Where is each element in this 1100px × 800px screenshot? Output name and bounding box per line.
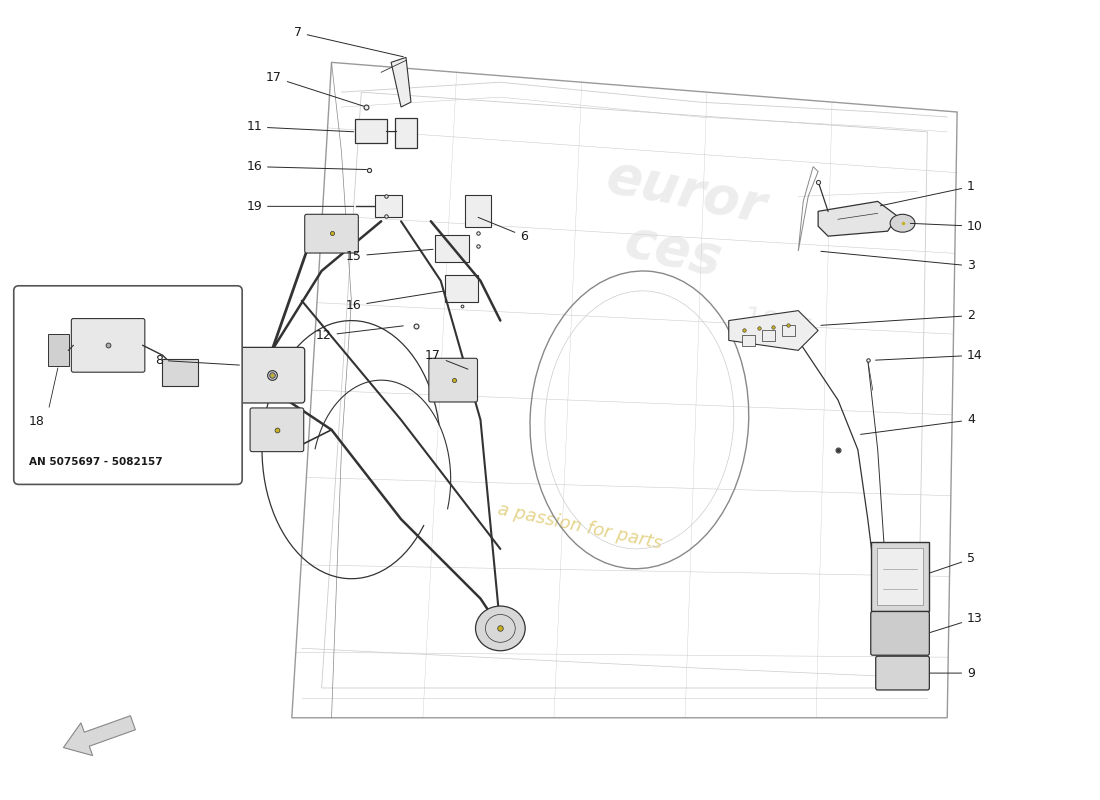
Text: 3: 3	[821, 251, 975, 273]
FancyBboxPatch shape	[742, 335, 755, 346]
Text: euror
ces: euror ces	[588, 150, 770, 293]
Text: 7: 7	[294, 26, 404, 57]
Text: 9: 9	[931, 666, 975, 679]
Text: 13: 13	[930, 612, 982, 633]
Text: 1985: 1985	[741, 304, 816, 346]
Text: AN 5075697 - 5082157: AN 5075697 - 5082157	[29, 457, 163, 466]
Text: 18: 18	[29, 415, 44, 428]
Text: 10: 10	[911, 220, 983, 233]
FancyBboxPatch shape	[47, 334, 69, 366]
FancyBboxPatch shape	[782, 325, 795, 336]
Polygon shape	[728, 310, 818, 350]
Text: 15: 15	[345, 250, 433, 262]
Text: 12: 12	[316, 326, 404, 342]
Text: 2: 2	[821, 309, 975, 326]
Text: 6: 6	[478, 218, 528, 242]
Text: 16: 16	[345, 291, 443, 312]
Text: 5: 5	[930, 552, 975, 573]
FancyBboxPatch shape	[429, 358, 477, 402]
FancyBboxPatch shape	[877, 548, 923, 605]
FancyBboxPatch shape	[395, 118, 417, 148]
FancyBboxPatch shape	[14, 286, 242, 485]
Text: 19: 19	[246, 200, 353, 213]
FancyBboxPatch shape	[250, 408, 304, 452]
FancyBboxPatch shape	[162, 359, 198, 386]
FancyBboxPatch shape	[871, 611, 930, 655]
FancyBboxPatch shape	[434, 235, 469, 262]
FancyBboxPatch shape	[876, 656, 930, 690]
Text: 17: 17	[425, 349, 468, 369]
Text: 11: 11	[246, 121, 353, 134]
FancyBboxPatch shape	[375, 195, 402, 218]
Polygon shape	[392, 58, 411, 107]
FancyBboxPatch shape	[305, 214, 359, 253]
FancyBboxPatch shape	[72, 318, 145, 372]
Ellipse shape	[890, 214, 915, 232]
Text: 17: 17	[266, 70, 364, 106]
Text: 8: 8	[155, 354, 240, 366]
Ellipse shape	[475, 606, 525, 650]
Text: 1: 1	[880, 180, 975, 206]
FancyBboxPatch shape	[355, 119, 387, 142]
FancyBboxPatch shape	[762, 330, 774, 341]
Text: a passion for parts: a passion for parts	[496, 501, 663, 553]
Polygon shape	[818, 202, 898, 236]
Text: 16: 16	[246, 160, 366, 173]
FancyBboxPatch shape	[444, 275, 478, 302]
FancyBboxPatch shape	[871, 542, 930, 610]
FancyArrow shape	[64, 716, 135, 755]
FancyBboxPatch shape	[464, 195, 492, 227]
Text: 14: 14	[876, 349, 982, 362]
FancyBboxPatch shape	[239, 347, 305, 403]
Text: 4: 4	[860, 414, 975, 434]
